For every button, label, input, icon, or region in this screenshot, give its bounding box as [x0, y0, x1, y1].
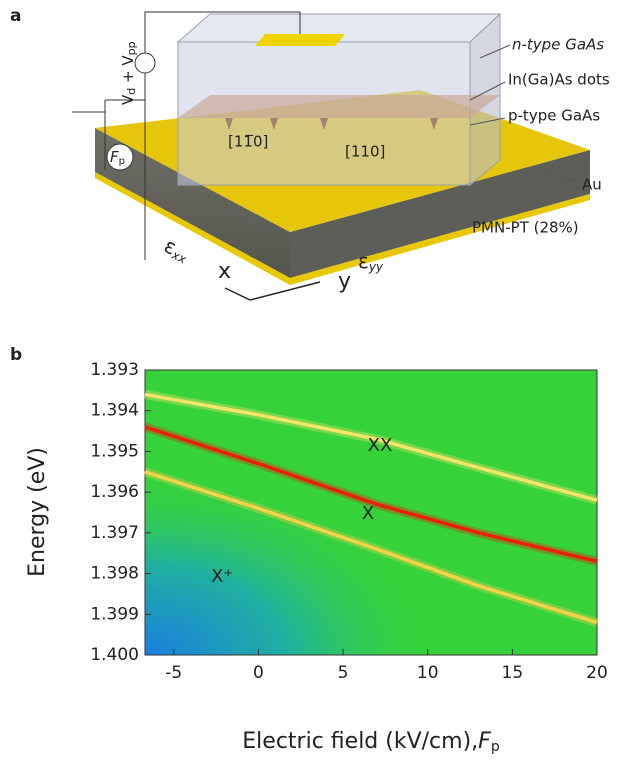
t: pp: [125, 41, 138, 55]
x-tick-label: 15: [502, 663, 524, 683]
t: + V: [119, 55, 137, 88]
t: ε: [358, 249, 369, 273]
label-pmn: PMN-PT (28%): [472, 219, 579, 237]
t: F: [478, 729, 491, 754]
label-n: n-type GaAs: [512, 36, 604, 54]
field-source: [106, 143, 134, 171]
y-tick-label: 1.398: [90, 564, 139, 584]
panel-label: b: [10, 345, 22, 365]
device: [72, 11, 590, 301]
heatmap-shade: [145, 370, 597, 655]
x-tick-label: -5: [165, 663, 182, 683]
x-axis-label: Electric field (kV/cm),Fp: [242, 729, 500, 755]
y-tick-label: 1.397: [90, 523, 139, 543]
label-dir2: [110]: [345, 143, 385, 161]
x-tick-label: 20: [586, 663, 608, 683]
t: p: [491, 739, 500, 755]
plot-frame: [144, 369, 598, 656]
leader-lines: [449, 44, 581, 226]
y-tick-label: 1.400: [90, 645, 139, 665]
t: F: [110, 148, 119, 166]
slab-right: [290, 150, 590, 278]
annotation: XX: [368, 435, 393, 456]
y-tick-label: 1.394: [90, 401, 139, 421]
t: xx: [169, 247, 190, 266]
slab-left: [95, 128, 290, 278]
label-eps-y: εyy: [358, 249, 384, 274]
t: V: [119, 94, 137, 105]
contact: [255, 34, 345, 46]
x-tick-label: 0: [253, 663, 264, 683]
y-tick-label: 1.395: [90, 441, 139, 461]
source: [134, 52, 156, 74]
x-tick-label: 10: [417, 663, 439, 683]
y-tick-label: 1.399: [90, 604, 139, 624]
label-dots: In(Ga)As dots: [508, 71, 610, 89]
label-au: Au: [582, 176, 602, 194]
label-voltage: Vd + Vpp: [119, 41, 139, 105]
label-eps-x: εxx: [160, 233, 194, 267]
panel-label: a: [10, 6, 21, 26]
label-p: p-type GaAs: [508, 107, 600, 125]
line: [144, 470, 598, 625]
t: yy: [368, 260, 384, 274]
t: Electric field (kV/cm),: [242, 729, 478, 754]
annotation: X⁺: [211, 566, 233, 587]
line: [144, 425, 598, 564]
axes-arrows: [224, 281, 321, 301]
y-axis-label: Energy (eV): [25, 447, 50, 577]
y-tick-label: 1.396: [90, 482, 139, 502]
label-field: Fp: [110, 148, 125, 168]
line: [144, 392, 598, 502]
x-tick-label: 5: [338, 663, 349, 683]
y-tick-label: 1.393: [90, 360, 139, 380]
dot-layer: [178, 95, 500, 118]
t: p: [119, 156, 125, 167]
annotation: X: [362, 503, 374, 524]
label-axis-y: y: [338, 269, 351, 294]
label-dir1: [11̅0]: [228, 133, 268, 151]
t: d: [125, 88, 138, 95]
label-axis-x: x: [218, 259, 231, 284]
au-bottom: [95, 172, 590, 285]
